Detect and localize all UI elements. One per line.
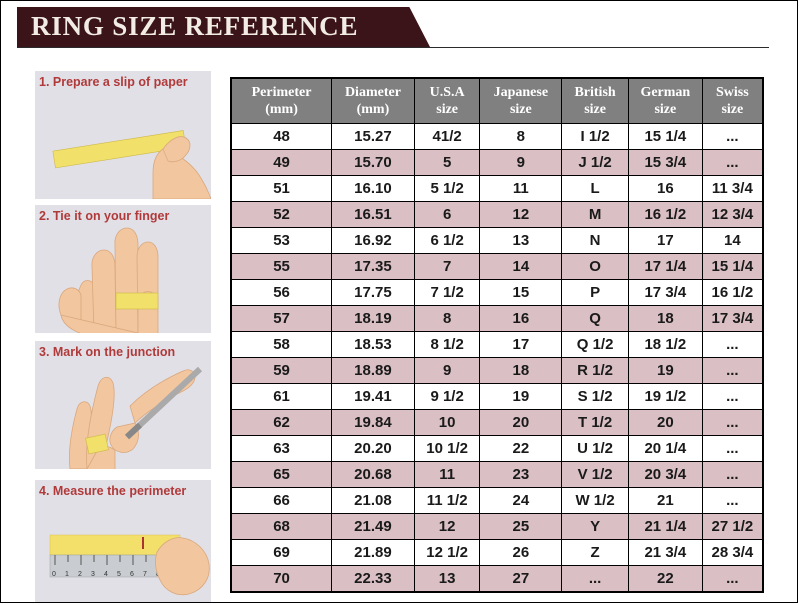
svg-text:1: 1 xyxy=(65,571,69,578)
svg-text:2: 2 xyxy=(78,571,82,578)
svg-text:4: 4 xyxy=(104,571,108,578)
svg-text:6: 6 xyxy=(130,571,134,578)
svg-text:0: 0 xyxy=(52,571,56,578)
svg-text:3: 3 xyxy=(91,571,95,578)
svg-text:7: 7 xyxy=(143,571,147,578)
svg-text:5: 5 xyxy=(117,571,121,578)
